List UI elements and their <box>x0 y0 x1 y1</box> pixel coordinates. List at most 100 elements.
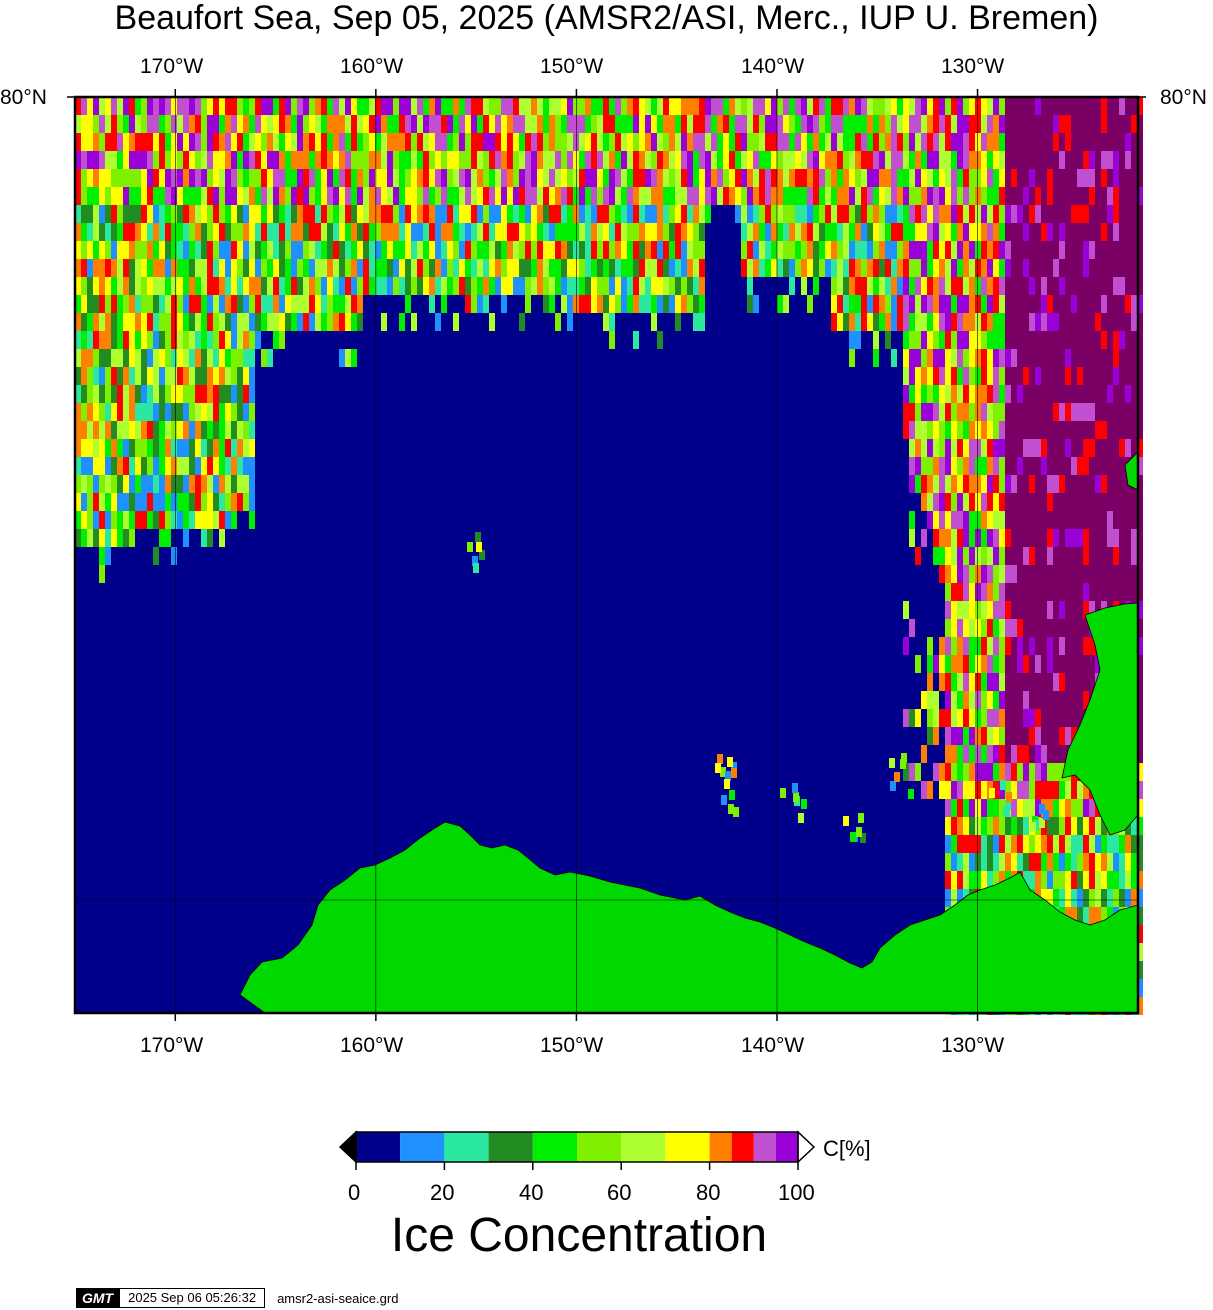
ice-cell <box>627 97 633 115</box>
ice-cell <box>621 115 627 133</box>
ice-cell <box>753 151 759 169</box>
ice-cell <box>1047 673 1053 691</box>
ice-cell <box>105 169 111 187</box>
ice-cell <box>1089 583 1095 601</box>
ice-cell <box>645 115 651 133</box>
ice-cell <box>1017 565 1023 583</box>
ice-cell <box>273 115 279 133</box>
ice-cell <box>99 421 105 439</box>
ice-floe <box>780 788 786 798</box>
ice-cell <box>945 349 951 367</box>
ice-cell <box>345 97 351 115</box>
ice-cell <box>507 259 513 277</box>
ice-cell <box>693 151 699 169</box>
ice-cell <box>417 205 423 223</box>
ice-cell <box>1065 691 1071 709</box>
ice-cell <box>597 241 603 259</box>
ice-cell <box>1077 403 1083 421</box>
ice-cell <box>189 367 195 385</box>
ice-cell <box>177 313 183 331</box>
ice-cell <box>441 223 447 241</box>
ice-cell <box>195 439 201 457</box>
ice-cell <box>129 277 135 295</box>
ice-cell <box>1083 421 1089 439</box>
ice-floe <box>989 788 995 798</box>
ice-cell <box>681 259 687 277</box>
ice-cell <box>1125 889 1131 907</box>
ice-cell <box>135 421 141 439</box>
ice-cell <box>153 169 159 187</box>
ice-cell <box>615 187 621 205</box>
ice-cell <box>825 187 831 205</box>
ice-cell <box>957 871 963 889</box>
ice-cell <box>1005 403 1011 421</box>
ice-cell <box>843 133 849 151</box>
ice-cell <box>909 133 915 151</box>
ice-cell <box>693 259 699 277</box>
ice-cell <box>1053 565 1059 583</box>
ice-cell <box>831 205 837 223</box>
ice-cell <box>1137 259 1143 277</box>
ice-cell <box>1071 547 1077 565</box>
ice-cell <box>75 385 81 403</box>
ice-cell <box>555 259 561 277</box>
ice-cell <box>513 241 519 259</box>
ice-cell <box>1125 367 1131 385</box>
ice-cell <box>111 529 117 547</box>
ice-cell <box>525 169 531 187</box>
ice-cell <box>609 187 615 205</box>
ice-cell <box>633 331 639 349</box>
ice-cell <box>195 475 201 493</box>
ice-cell <box>201 313 207 331</box>
ice-cell <box>87 133 93 151</box>
ice-cell <box>945 529 951 547</box>
ice-cell <box>1047 241 1053 259</box>
ice-cell <box>705 151 711 169</box>
ice-cell <box>1071 907 1077 925</box>
ice-cell <box>1089 205 1095 223</box>
ice-cell <box>1083 583 1089 601</box>
ice-cell <box>1107 511 1113 529</box>
ice-cell <box>933 439 939 457</box>
ice-cell <box>1005 187 1011 205</box>
ice-cell <box>297 223 303 241</box>
ice-cell <box>1005 637 1011 655</box>
ice-cell <box>483 277 489 295</box>
ice-cell <box>345 205 351 223</box>
ice-cell <box>1053 493 1059 511</box>
ice-cell <box>225 205 231 223</box>
ice-cell <box>1077 835 1083 853</box>
ice-cell <box>411 277 417 295</box>
ice-cell <box>525 223 531 241</box>
ice-cell <box>699 295 705 313</box>
ice-cell <box>231 313 237 331</box>
ice-cell <box>1071 313 1077 331</box>
ice-cell <box>1071 709 1077 727</box>
ice-cell <box>153 385 159 403</box>
ice-cell <box>1005 583 1011 601</box>
ice-cell <box>345 151 351 169</box>
ice-cell <box>501 97 507 115</box>
ice-cell <box>921 349 927 367</box>
ice-cell <box>897 295 903 313</box>
ice-cell <box>807 205 813 223</box>
ice-cell <box>159 313 165 331</box>
ice-cell <box>1041 313 1047 331</box>
ice-cell <box>1077 601 1083 619</box>
ice-cell <box>423 205 429 223</box>
ice-cell <box>939 673 945 691</box>
ice-cell <box>903 367 909 385</box>
ice-cell <box>1119 187 1125 205</box>
ice-cell <box>843 151 849 169</box>
ice-cell <box>81 241 87 259</box>
ice-cell <box>687 187 693 205</box>
ice-cell <box>117 367 123 385</box>
ice-cell <box>867 151 873 169</box>
ice-cell <box>819 223 825 241</box>
ice-cell <box>927 259 933 277</box>
ice-cell <box>1077 385 1083 403</box>
ice-cell <box>195 277 201 295</box>
ice-cell <box>891 349 897 367</box>
ice-cell <box>159 331 165 349</box>
ice-cell <box>501 295 507 313</box>
